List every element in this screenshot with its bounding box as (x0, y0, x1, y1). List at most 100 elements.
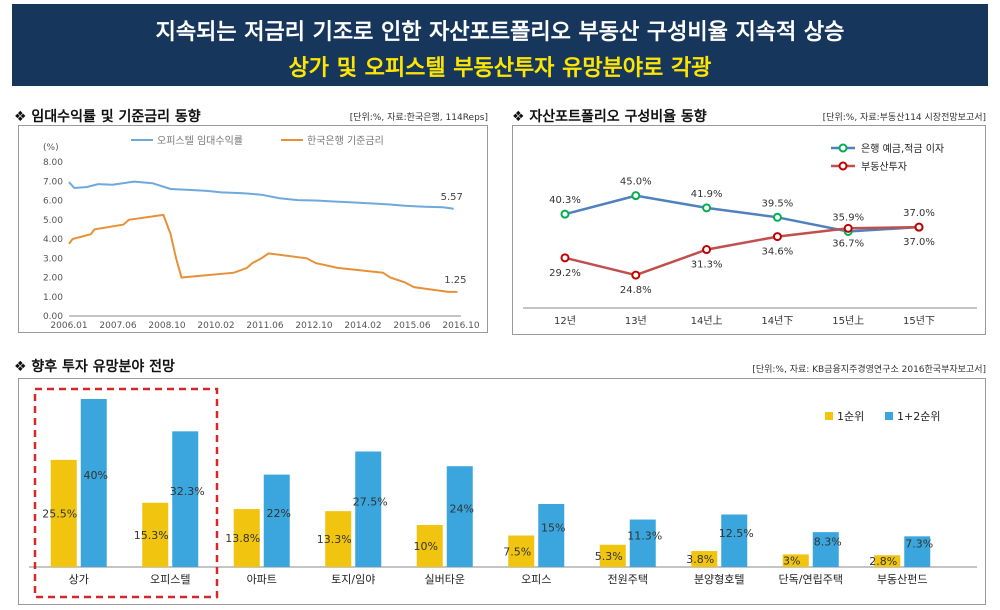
title-banner: 지속되는 저금리 기조로 인한 자산포트폴리오 부동산 구성비율 지속적 상승 … (12, 4, 988, 86)
chart1-panel: (%) 0.00 1.00 2.00 3.00 4.00 5.00 6.00 7.00 8.00 2… (18, 125, 488, 333)
investment-outlook-chart: 25.5% 40% 상가 15.3% 32.3% 오피스텔 13.8% 22% 아파트 13.3%… (29, 387, 977, 599)
x-tick-label: 14년上 (691, 315, 723, 327)
data-label: 45.0% (620, 177, 652, 188)
x-tick-label: 토지/임야 (331, 573, 375, 586)
data-label: 39.5% (762, 198, 794, 209)
bar-rank1 (416, 525, 443, 567)
bar-value-label: 25.5% (42, 507, 77, 520)
data-point (560, 209, 570, 219)
page-title: 지속되는 저금리 기조로 인한 자산포트폴리오 부동산 구성비율 지속적 상승 (155, 20, 845, 45)
bar-value-label: 24% (450, 503, 474, 516)
data-point (631, 270, 641, 280)
bar-rank12 (721, 514, 748, 567)
bar-rank12 (172, 431, 199, 567)
bar-rank1 (50, 459, 77, 567)
data-label: 37.0% (903, 208, 935, 219)
data-label: 35.9% (832, 212, 864, 223)
series-line-1 (68, 180, 454, 210)
bar-rank12 (629, 519, 656, 567)
bar-value-label: 32.3% (170, 485, 205, 498)
legend-label: 은행 예금,적금 이자 (861, 143, 944, 155)
series-line-2 (564, 225, 920, 277)
data-point (560, 253, 570, 263)
bar-rank1 (325, 511, 352, 567)
y-tick-label: 5.00 (43, 216, 63, 226)
bar-rank12 (80, 399, 107, 567)
bar-rank1 (599, 544, 626, 567)
x-tick-label: 부동산펀드 (877, 573, 928, 586)
chart3-title: ❖ 향후 투자 유망분야 전망 (14, 359, 175, 375)
bar-rank12 (812, 532, 839, 567)
legend-swatch (885, 412, 893, 420)
x-tick-label: 상가 (69, 573, 89, 586)
bar-value-label: 10% (414, 540, 438, 553)
portfolio-ratio-chart: 12년 13년 14년上 14년下 15년上 15년下 40.3% 45.0% 41.9% 39.… (523, 143, 977, 327)
series-line-1 (564, 194, 920, 233)
data-label: 24.8% (620, 285, 652, 296)
legend-label: 오피스텔 임대수익률 (157, 134, 243, 147)
chart2-unit-note: [단위:%, 자료:부동산114 시장전망보고서] (822, 113, 986, 123)
x-tick-label: 12년 (554, 315, 576, 327)
legend-label: 부동산투자 (861, 161, 907, 173)
bar-value-label: 12.5% (719, 527, 754, 540)
data-label: 29.2% (549, 268, 581, 279)
x-tick-label: 2014.02 (344, 321, 381, 331)
chart1-title: ❖ 임대수익률 및 기준금리 동향 (14, 109, 201, 125)
x-tick-label: 2015.06 (393, 321, 430, 331)
data-label: 31.3% (691, 260, 723, 271)
y-tick-label: 4.00 (43, 235, 63, 245)
series-line-2 (68, 213, 458, 293)
y-tick-label: 7.00 (43, 177, 63, 187)
bar-rank12 (538, 504, 565, 567)
bar-value-label: 5.3% (595, 550, 623, 563)
bar-value-label: 3.8% (686, 553, 714, 566)
bar-rank1 (233, 509, 260, 567)
x-tick-label: 분양형호텔 (694, 573, 745, 586)
data-point (843, 223, 853, 233)
chart1-unit-note: [단위:%, 자료:한국은행, 114Reps] (349, 113, 488, 123)
bar-rank12 (446, 466, 473, 567)
y-tick-label: 0.00 (43, 312, 63, 322)
bar-rank1 (508, 535, 535, 567)
data-point (772, 212, 782, 222)
legend-label: 한국은행 기준금리 (307, 135, 384, 147)
series-end-label: 5.57 (441, 192, 463, 203)
x-tick-label: 오피스 (521, 573, 551, 586)
data-label: 40.3% (549, 195, 581, 206)
data-label: 41.9% (691, 189, 723, 200)
legend-label: 1순위 (837, 410, 864, 423)
chart2-panel: 12년 13년 14년上 14년下 15년上 15년下 40.3% 45.0% 41.9% 39.… (512, 125, 986, 335)
x-tick-label: 2016.10 (442, 321, 479, 331)
bar-value-label: 15.3% (134, 529, 169, 542)
bar-value-label: 13.8% (225, 532, 260, 545)
x-tick-label: 2012.10 (295, 321, 332, 331)
data-point (631, 191, 641, 201)
data-point (772, 232, 782, 242)
x-tick-label: 실버타운 (425, 573, 465, 586)
legend-swatch (825, 412, 833, 420)
bar-rank1 (874, 555, 901, 567)
bar-value-label: 8.3% (814, 536, 842, 549)
x-tick-label: 2006.01 (50, 321, 87, 331)
bar-value-label: 7.5% (503, 545, 531, 558)
series-end-label: 1.25 (444, 275, 466, 286)
highlight-box (33, 387, 219, 599)
bar-value-label: 2.8% (869, 555, 897, 568)
y-tick-label: 6.00 (43, 197, 63, 207)
bar-value-label: 13.3% (317, 533, 352, 546)
y-axis-unit: (%) (43, 143, 59, 153)
x-tick-label: 14년下 (761, 315, 793, 327)
y-tick-label: 8.00 (43, 158, 63, 168)
data-label: 36.7% (832, 238, 864, 249)
legend-marker (838, 143, 848, 153)
bar-value-label: 22% (267, 507, 291, 520)
rental-yield-rate-chart: (%) 0.00 1.00 2.00 3.00 4.00 5.00 6.00 7.00 8.00 2… (43, 134, 480, 331)
legend-label: 1+2순위 (897, 410, 940, 423)
chart3-unit-note: [단위:%, 자료: KB금융지주경영연구소 2016한국부자보고서] (752, 365, 986, 375)
y-tick-label: 3.00 (43, 254, 63, 264)
bar-value-label: 40% (84, 469, 108, 482)
x-tick-label: 아파트 (247, 573, 277, 586)
bar-rank12 (355, 451, 382, 567)
bar-value-label: 3% (783, 555, 800, 568)
y-tick-label: 2.00 (43, 274, 63, 284)
